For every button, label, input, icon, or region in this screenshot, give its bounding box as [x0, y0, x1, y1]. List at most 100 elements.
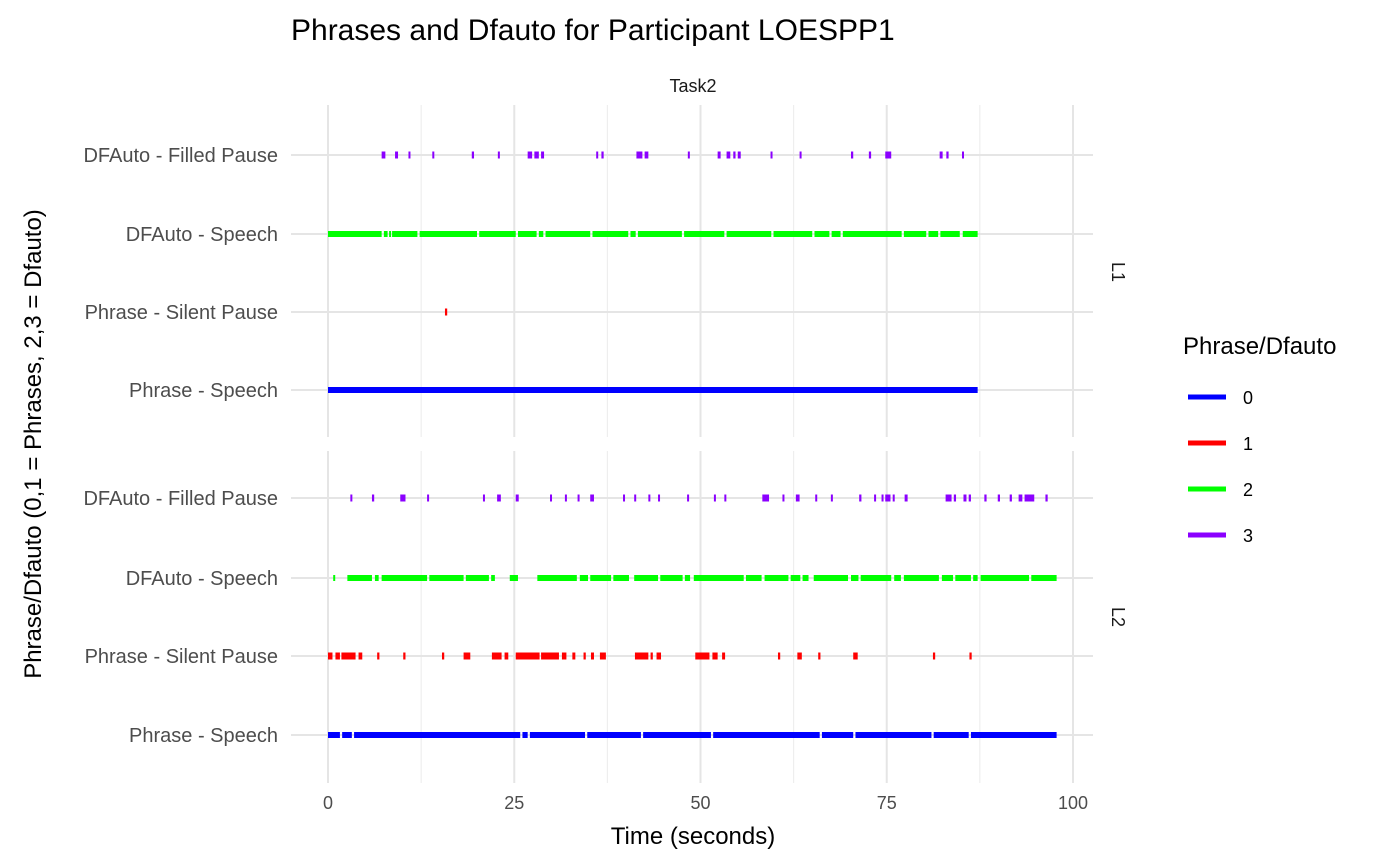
segment-mark: [945, 494, 952, 502]
segment-mark: [818, 652, 821, 660]
segment-mark: [497, 151, 500, 159]
segment-mark: [970, 732, 1057, 738]
segment-mark: [354, 732, 521, 738]
segment-mark: [941, 575, 954, 581]
x-tick-label: 100: [1058, 793, 1088, 813]
segment-mark: [550, 494, 553, 502]
segment-mark: [892, 494, 895, 502]
segment-mark: [395, 151, 399, 159]
segment-mark: [1045, 494, 1048, 502]
segment-mark: [408, 151, 411, 159]
y-category-label: Phrase - Speech: [129, 725, 278, 747]
segment-mark: [745, 575, 762, 581]
segment-mark: [342, 732, 352, 738]
segment-mark: [687, 494, 690, 502]
x-tick-label: 0: [323, 793, 333, 813]
segment-mark: [1024, 494, 1035, 502]
segment-mark: [973, 575, 978, 581]
segment-mark: [389, 231, 392, 237]
segment-mark: [427, 494, 430, 502]
segment-mark: [885, 151, 892, 159]
segment-mark: [504, 652, 509, 660]
y-axis-title: Phrase/Dfauto (0,1 = Phrases, 2,3 = Dfau…: [20, 209, 47, 679]
segment-mark: [392, 231, 418, 237]
segment-mark: [381, 151, 386, 159]
segment-mark: [634, 652, 649, 660]
segment-mark: [726, 231, 772, 237]
segment-mark: [541, 151, 545, 159]
segment-mark: [770, 151, 773, 159]
segment-mark: [471, 151, 475, 159]
segment-mark: [726, 151, 731, 159]
facet-strip-label: Task2: [669, 76, 716, 96]
segment-mark: [515, 494, 519, 502]
segment-mark: [1018, 494, 1023, 502]
segment-mark: [328, 652, 333, 660]
segment-mark: [374, 575, 379, 581]
segment-mark: [529, 732, 586, 738]
segment-mark: [335, 652, 340, 660]
legend: Phrase/Dfauto 0 1 2 3: [1183, 333, 1336, 546]
segment-mark: [874, 494, 877, 502]
segment-mark: [860, 575, 892, 581]
segment-mark: [656, 652, 662, 660]
segment-mark: [534, 151, 539, 159]
segment-mark: [658, 494, 661, 502]
segment-mark: [955, 575, 971, 581]
y-category-label: Phrase - Silent Pause: [85, 646, 278, 668]
segment-mark: [328, 732, 340, 738]
segment-mark: [762, 494, 770, 502]
segment-mark: [842, 231, 902, 237]
segment-mark: [821, 732, 854, 738]
segment-mark: [903, 575, 939, 581]
segment-mark: [1009, 494, 1012, 502]
segment-mark: [684, 575, 691, 581]
segment-mark: [537, 575, 577, 581]
segment-mark: [328, 231, 382, 237]
segment-mark: [371, 494, 375, 502]
segment-mark: [831, 231, 841, 237]
x-tick-label: 75: [877, 793, 897, 813]
segment-mark: [724, 494, 727, 502]
segment-mark: [601, 151, 604, 159]
segment-mark: [799, 151, 802, 159]
y-category-label: DFAuto - Filled Pause: [83, 145, 278, 167]
segment-mark: [465, 575, 489, 581]
segment-mark: [623, 494, 626, 502]
legend-item: 0: [1188, 388, 1253, 408]
segment-mark: [660, 575, 683, 581]
segment-mark: [782, 494, 785, 502]
segment-mark: [643, 732, 711, 738]
segment-mark: [790, 575, 801, 581]
segment-mark: [444, 308, 448, 316]
segment-mark: [815, 494, 818, 502]
series-phrase-silent-pause-l2: [328, 652, 972, 660]
segment-mark: [687, 151, 690, 159]
y-category-label: DFAuto - Filled Pause: [83, 488, 278, 510]
segment-mark: [850, 575, 859, 581]
segment-mark: [693, 575, 744, 581]
segment-mark: [577, 494, 580, 502]
segment-mark: [885, 494, 891, 502]
segment-mark: [587, 732, 641, 738]
segment-mark: [997, 494, 1000, 502]
series-dfauto-speech-l2: [333, 575, 1057, 581]
segment-mark: [541, 652, 559, 660]
segment-mark: [341, 652, 356, 660]
segment-mark: [764, 575, 789, 581]
legend-label: 3: [1243, 526, 1253, 546]
segment-mark: [928, 231, 939, 237]
segment-mark: [491, 575, 495, 581]
segment-mark: [904, 494, 908, 502]
y-category-label: Phrase - Speech: [129, 380, 278, 402]
segment-mark: [636, 151, 643, 159]
segment-mark: [400, 494, 406, 502]
segment-mark: [441, 652, 445, 660]
segment-mark: [814, 231, 830, 237]
segment-mark: [932, 652, 936, 660]
segment-mark: [377, 652, 380, 660]
segment-mark: [599, 652, 606, 660]
segment-mark: [358, 652, 363, 660]
segment-mark: [515, 652, 540, 660]
